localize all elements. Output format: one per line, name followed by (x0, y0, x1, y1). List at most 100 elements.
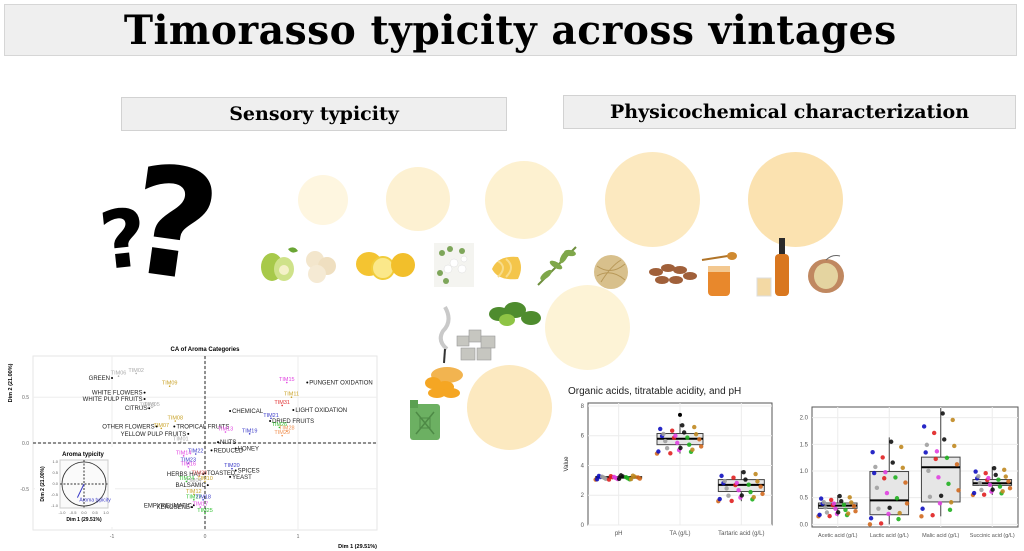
svg-text:8: 8 (581, 404, 585, 410)
svg-text:TIM07: TIM07 (154, 423, 170, 429)
svg-text:Acetic acid (g/L): Acetic acid (g/L) (818, 533, 858, 539)
svg-text:PUNGENT OXIDATION: PUNGENT OXIDATION (309, 381, 372, 387)
svg-text:TIM31: TIM31 (274, 400, 290, 406)
organic-acids-boxplot: Organic acids, titratable acidity, and p… (560, 380, 780, 551)
svg-text:0: 0 (581, 523, 585, 529)
svg-text:TIM19: TIM19 (242, 428, 258, 434)
svg-text:-0.5: -0.5 (70, 510, 78, 515)
svg-text:TIM22: TIM22 (188, 448, 204, 454)
svg-text:Dim 1 (29.51%): Dim 1 (29.51%) (66, 517, 102, 523)
svg-text:-0.5: -0.5 (51, 492, 59, 497)
svg-text:1.5: 1.5 (800, 442, 809, 448)
svg-text:0.5: 0.5 (52, 470, 58, 475)
aroma-bubble (485, 161, 563, 239)
svg-text:KEROSENE: KEROSENE (157, 505, 190, 511)
green-leaves-icon (487, 298, 543, 332)
main-title-banner: Timorasso typicity across vintages (4, 4, 1017, 56)
oxidized-apple-icon (806, 252, 846, 294)
svg-text:TIM05: TIM05 (144, 402, 160, 408)
svg-text:WHITE PULP FRUITS: WHITE PULP FRUITS (83, 397, 143, 403)
svg-text:TIM28: TIM28 (279, 426, 295, 432)
ca-aroma-chart: CA of Aroma Categories -1 0 1 -0.5 0.0 0.5 Dim … (0, 340, 400, 551)
banana-icon (303, 248, 339, 284)
svg-text:0.5: 0.5 (92, 510, 98, 515)
svg-text:YELLOW PULP FRUITS: YELLOW PULP FRUITS (121, 432, 187, 438)
svg-text:Dim 2 (21.00%): Dim 2 (21.00%) (8, 363, 14, 402)
jerry-can-icon (408, 398, 442, 442)
svg-text:TIM09: TIM09 (162, 381, 178, 387)
svg-text:HONEY: HONEY (238, 446, 259, 452)
svg-text:TIM13: TIM13 (218, 427, 234, 433)
svg-text:DRIED FRUITS: DRIED FRUITS (272, 419, 314, 425)
svg-text:0: 0 (204, 534, 207, 540)
svg-text:-1: -1 (110, 534, 115, 540)
svg-text:Dim 2 (21.00%): Dim 2 (21.00%) (40, 466, 46, 502)
svg-text:1.0: 1.0 (800, 469, 809, 475)
stones-icon (455, 328, 499, 364)
butter-icon (488, 253, 524, 283)
svg-text:0.5: 0.5 (800, 496, 809, 502)
svg-text:1: 1 (297, 534, 300, 540)
svg-text:NUTS: NUTS (220, 440, 236, 446)
svg-text:TIM25: TIM25 (197, 508, 213, 514)
svg-text:Aroma typicity: Aroma typicity (79, 498, 111, 504)
aroma-bubble (748, 152, 843, 247)
svg-text:YEAST: YEAST (232, 475, 252, 481)
acids-boxplot: 0.0 0.5 1.0 1.5 2.0 Acetic acid (g/L) Lactic a… (780, 395, 1024, 551)
svg-text:-1.0: -1.0 (51, 503, 59, 508)
svg-text:TIM16: TIM16 (180, 461, 196, 467)
svg-text:TIM06: TIM06 (111, 371, 127, 377)
whisky-icon (753, 236, 793, 298)
svg-text:0.0: 0.0 (800, 522, 809, 528)
svg-text:Organic acids, titratable acid: Organic acids, titratable acidity, and p… (568, 386, 741, 397)
aroma-bubble (545, 285, 630, 370)
svg-text:Succinic acid (g/L): Succinic acid (g/L) (970, 533, 1015, 539)
svg-text:TIM17: TIM17 (193, 502, 209, 508)
svg-text:TIM15: TIM15 (279, 377, 295, 383)
svg-text:TIM29: TIM29 (274, 430, 290, 436)
aroma-bubble (386, 167, 450, 231)
svg-text:TA (g/L): TA (g/L) (670, 531, 691, 537)
section-title-physicochemical: Physicochemical characterization (609, 101, 970, 123)
svg-text:OTHER FLOWERS: OTHER FLOWERS (102, 425, 154, 431)
svg-text:HERBS HAY: HERBS HAY (167, 472, 201, 478)
svg-text:TIM04: TIM04 (186, 478, 202, 484)
svg-text:TIM20: TIM20 (224, 463, 240, 469)
svg-text:TIM14: TIM14 (176, 450, 192, 456)
smoke-icon (435, 305, 455, 365)
svg-text:REDUCED: REDUCED (214, 448, 244, 454)
white-flowers-icon (434, 243, 474, 287)
section-header-physicochemical: Physicochemical characterization (563, 95, 1016, 129)
svg-text:TIM26: TIM26 (272, 422, 288, 428)
svg-text:Lactic acid (g/L): Lactic acid (g/L) (870, 533, 909, 539)
svg-text:TIM03: TIM03 (140, 403, 156, 409)
svg-text:TIM08: TIM08 (167, 416, 183, 422)
svg-text:Dim 1 (29.51%): Dim 1 (29.51%) (338, 544, 377, 550)
svg-text:6: 6 (581, 434, 585, 440)
svg-text:TIM01: TIM01 (173, 437, 189, 443)
svg-text:1.0: 1.0 (52, 459, 58, 464)
pear-icon (258, 243, 302, 283)
svg-text:0.0: 0.0 (52, 481, 58, 486)
svg-text:TIM24: TIM24 (179, 476, 195, 482)
aroma-bubble (605, 152, 700, 247)
aroma-bubble (298, 175, 348, 225)
svg-text:TIM18: TIM18 (195, 494, 211, 500)
svg-text:-0.5: -0.5 (20, 487, 29, 493)
svg-text:1.0: 1.0 (103, 510, 109, 515)
dried-apricot-icon (423, 365, 465, 399)
honey-icon (700, 250, 740, 298)
svg-text:SPICES: SPICES (238, 468, 260, 474)
lemon-icon (355, 250, 415, 282)
question-mark-small-icon: ? (95, 190, 152, 289)
svg-text:BALSAMIC: BALSAMIC (175, 483, 206, 489)
ca-title: CA of Aroma Categories (171, 347, 241, 353)
svg-text:Malic acid (g/L): Malic acid (g/L) (922, 533, 959, 539)
svg-text:GREEN: GREEN (89, 376, 110, 382)
svg-text:2: 2 (581, 493, 585, 499)
svg-text:TIM21: TIM21 (263, 413, 279, 419)
svg-text:TIM10: TIM10 (197, 476, 213, 482)
hay-icon (591, 252, 631, 292)
page-title: Timorasso typicity across vintages (124, 6, 897, 54)
